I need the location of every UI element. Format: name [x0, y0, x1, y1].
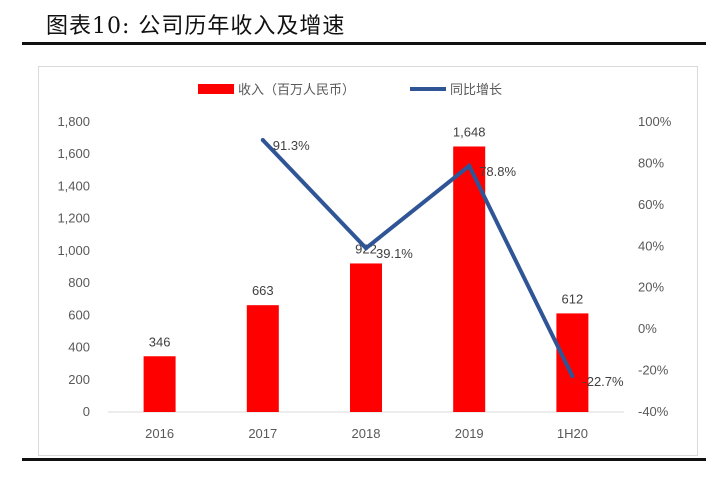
y-left-tick-label: 600 — [68, 307, 90, 322]
growth-point — [260, 138, 265, 143]
y-right-tick-label: -40% — [638, 404, 669, 419]
growth-data-label: 91.3% — [273, 138, 310, 153]
top-rule — [22, 42, 706, 45]
y-left-tick-label: 1,400 — [57, 178, 90, 193]
x-tick-label: 2016 — [145, 426, 174, 441]
revenue-data-label: 1,648 — [453, 124, 486, 139]
revenue-bar — [556, 313, 589, 412]
y-right-tick-label: -20% — [638, 363, 669, 378]
y-left-tick-label: 0 — [83, 404, 90, 419]
x-tick-label: 2018 — [352, 426, 381, 441]
revenue-data-label: 346 — [149, 334, 171, 349]
y-left-tick-label: 1,800 — [57, 114, 90, 129]
growth-data-label: 39.1% — [376, 246, 413, 261]
y-left-tick-label: 1,600 — [57, 146, 90, 161]
y-left-tick-label: 1,200 — [57, 211, 90, 226]
growth-point — [364, 246, 368, 251]
x-tick-label: 2019 — [455, 426, 484, 441]
bottom-rule — [22, 458, 706, 461]
y-right-tick-label: 20% — [638, 280, 664, 295]
y-right-tick-label: 0% — [638, 321, 657, 336]
y-right-tick-label: 80% — [638, 155, 664, 170]
growth-point — [570, 374, 575, 379]
y-right-tick-label: 40% — [638, 238, 664, 253]
legend-label-growth: 同比增长 — [450, 83, 502, 98]
y-left-tick-label: 800 — [68, 275, 90, 290]
y-left-tick-label: 200 — [68, 372, 90, 387]
y-left-tick-label: 1,000 — [57, 243, 90, 258]
growth-data-label: 78.8% — [479, 164, 516, 179]
revenue-bar — [143, 356, 176, 412]
legend-label-revenue: 收入（百万人民币） — [238, 83, 355, 98]
y-right-tick-label: 100% — [638, 114, 672, 129]
revenue-data-label: 612 — [562, 291, 584, 306]
x-tick-label: 2017 — [248, 426, 277, 441]
revenue-bar — [350, 263, 382, 412]
figure-title: 图表10: 公司历年收入及增速 — [46, 14, 346, 39]
growth-line — [261, 138, 575, 378]
growth-data-label: -22.7% — [582, 374, 624, 389]
revenue-bar — [246, 305, 279, 412]
y-left-tick-label: 400 — [68, 340, 90, 355]
x-tick-label: 1H20 — [557, 426, 588, 441]
revenue-data-label: 663 — [252, 283, 274, 298]
y-right-tick-label: 60% — [638, 197, 664, 212]
legend-swatch-revenue — [198, 84, 234, 94]
growth-point — [467, 163, 472, 168]
